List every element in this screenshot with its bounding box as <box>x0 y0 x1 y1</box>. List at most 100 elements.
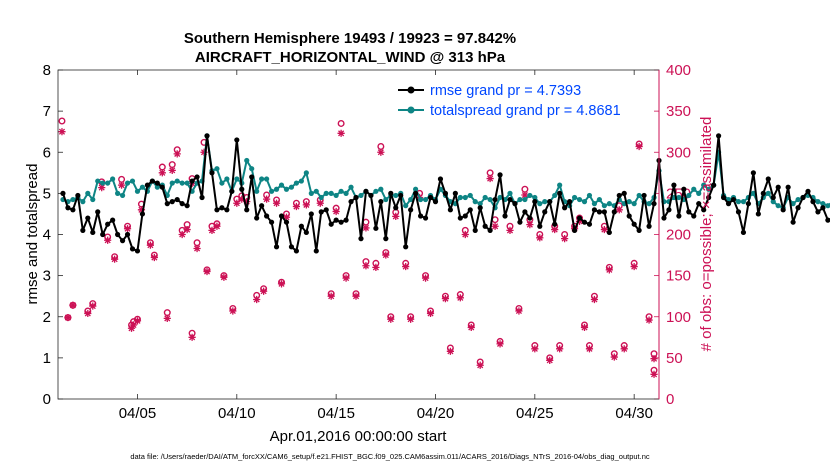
totalspread-point <box>244 157 250 164</box>
totalspread-point <box>517 196 523 203</box>
rmse-point <box>785 184 791 190</box>
totalspread-point <box>825 203 830 209</box>
legend-spread-marker <box>407 106 415 114</box>
assimilated-obs-marker <box>650 355 658 363</box>
rmse-point <box>502 213 508 219</box>
rmse-point <box>119 238 126 244</box>
assimilated-obs-marker <box>610 353 618 361</box>
assimilated-obs-marker <box>260 287 268 295</box>
totalspread-point <box>497 194 503 201</box>
totalspread-point <box>313 188 319 194</box>
rmse-point <box>581 219 588 225</box>
assimilated-obs-marker <box>203 267 211 276</box>
rmse-point <box>780 207 786 213</box>
totalspread-point <box>636 192 642 199</box>
rmse-point <box>129 246 136 252</box>
rmse-point <box>596 209 602 215</box>
totalspread-point <box>249 166 255 172</box>
rmse-point <box>254 215 260 221</box>
totalspread-point <box>581 199 588 205</box>
rmse-point <box>204 133 210 139</box>
assimilated-obs-marker <box>615 206 623 214</box>
assimilated-obs-marker <box>213 222 221 230</box>
rmse-point <box>323 207 329 213</box>
rmse-point <box>368 192 374 199</box>
assimilated-obs-marker <box>272 199 281 207</box>
rmse-point <box>716 133 722 139</box>
rmse-point <box>313 248 319 254</box>
rmse-point <box>532 199 538 205</box>
left-tick-label: 2 <box>43 309 51 326</box>
chart-title: Southern Hemisphere 19493 / 19923 = 97.8… <box>184 30 516 47</box>
rmse-point <box>259 203 265 209</box>
rmse-point <box>557 190 563 196</box>
assimilated-obs-marker <box>556 345 564 353</box>
assimilated-obs-marker <box>476 361 484 369</box>
totalspread-point <box>591 201 598 207</box>
rmse-point <box>179 201 185 207</box>
rmse-point <box>199 194 205 201</box>
rmse-point <box>825 217 830 223</box>
totalspread-point <box>323 190 329 196</box>
rmse-point <box>616 192 622 199</box>
rmse-point <box>497 172 503 178</box>
legend-rmse-label: rmse grand pr = 4.7393 <box>430 83 581 99</box>
rmse-point <box>611 209 617 215</box>
x-axis-label: Apr.01,2016 00:00:00 start <box>270 428 448 445</box>
totalspread-point <box>795 196 801 203</box>
rmse-point <box>795 205 801 211</box>
totalspread-point <box>373 188 379 194</box>
assimilated-obs-marker <box>238 195 246 203</box>
rmse-point <box>651 201 657 207</box>
assimilated-obs-marker <box>173 150 181 158</box>
rmse-point <box>358 236 364 242</box>
assimilated-obs-marker <box>377 148 385 156</box>
totalspread-point <box>571 194 578 201</box>
assimilated-obs-marker <box>605 266 613 274</box>
rmse-point <box>388 190 394 196</box>
assimilated-obs-marker <box>496 340 504 348</box>
assimilated-obs-marker <box>229 307 237 315</box>
assimilated-obs-marker <box>183 225 191 234</box>
totalspread-point <box>626 199 632 205</box>
rmse-point <box>105 221 111 227</box>
totalspread-point <box>472 199 478 205</box>
rmse-point <box>234 137 240 143</box>
assimilated-obs-marker <box>220 273 228 281</box>
possible-obs-marker <box>337 119 345 127</box>
totalspread-point <box>646 201 652 207</box>
right-tick-label: 50 <box>666 350 683 367</box>
assimilated-obs-marker <box>402 262 410 271</box>
totalspread-point <box>134 188 141 194</box>
assimilated-obs-marker <box>630 262 638 271</box>
totalspread-point <box>542 199 548 205</box>
assimilated-obs-marker <box>441 295 450 303</box>
assimilated-obs-marker <box>387 315 395 323</box>
rmse-point <box>110 217 116 223</box>
assimilated-obs-marker <box>133 317 142 325</box>
rmse-point <box>750 170 756 176</box>
possible-obs-marker <box>58 117 66 125</box>
rmse-point <box>244 207 250 213</box>
totalspread-point <box>417 196 424 203</box>
rmse-point <box>303 229 309 236</box>
totalspread-point <box>219 180 225 186</box>
rmse-point <box>810 199 816 205</box>
assimilated-obs-marker <box>98 184 106 192</box>
rmse-point <box>735 209 742 215</box>
rmse-point <box>760 190 766 196</box>
rmse-point <box>393 205 399 211</box>
rmse-point <box>80 227 86 233</box>
totalspread-point <box>596 196 602 203</box>
rmse-point <box>755 211 761 217</box>
assimilated-obs-marker <box>302 201 310 209</box>
totalspread-point <box>90 196 96 203</box>
totalspread-point <box>224 176 230 182</box>
assimilated-obs-marker <box>382 251 390 259</box>
rmse-point <box>646 223 652 229</box>
x-axis-ticks: 04/05 04/10 04/15 04/20 04/25 04/30 <box>119 70 653 422</box>
rmse-point <box>740 229 747 236</box>
assimilated-obs-marker <box>89 302 97 310</box>
rmse-point <box>686 209 692 215</box>
rmse-point <box>85 215 91 221</box>
